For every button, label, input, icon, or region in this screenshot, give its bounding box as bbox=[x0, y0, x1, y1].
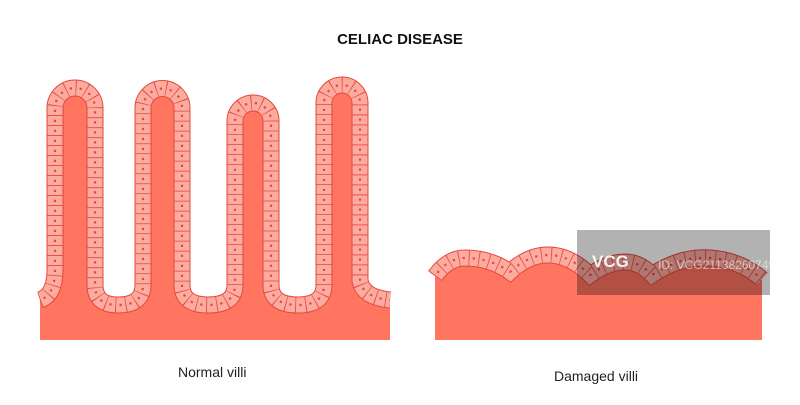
normal-villi-epithelium bbox=[36, 76, 392, 314]
watermark-id: ID: VCG211382607491 bbox=[658, 258, 782, 272]
watermark-overlay bbox=[577, 230, 770, 295]
cell-dividers bbox=[428, 247, 767, 285]
normal-villi-label: Normal villi bbox=[178, 364, 247, 380]
cell-dividers bbox=[36, 77, 392, 313]
diagram-title: CELIAC DISEASE bbox=[337, 31, 463, 48]
damaged-villi-label: Damaged villi bbox=[554, 368, 639, 384]
normal-villi bbox=[36, 76, 392, 340]
cell-nuclei bbox=[434, 253, 763, 280]
watermark-logo: VCG bbox=[592, 252, 629, 271]
damaged-villi-epithelium bbox=[428, 246, 768, 287]
damaged-villi bbox=[428, 246, 768, 340]
